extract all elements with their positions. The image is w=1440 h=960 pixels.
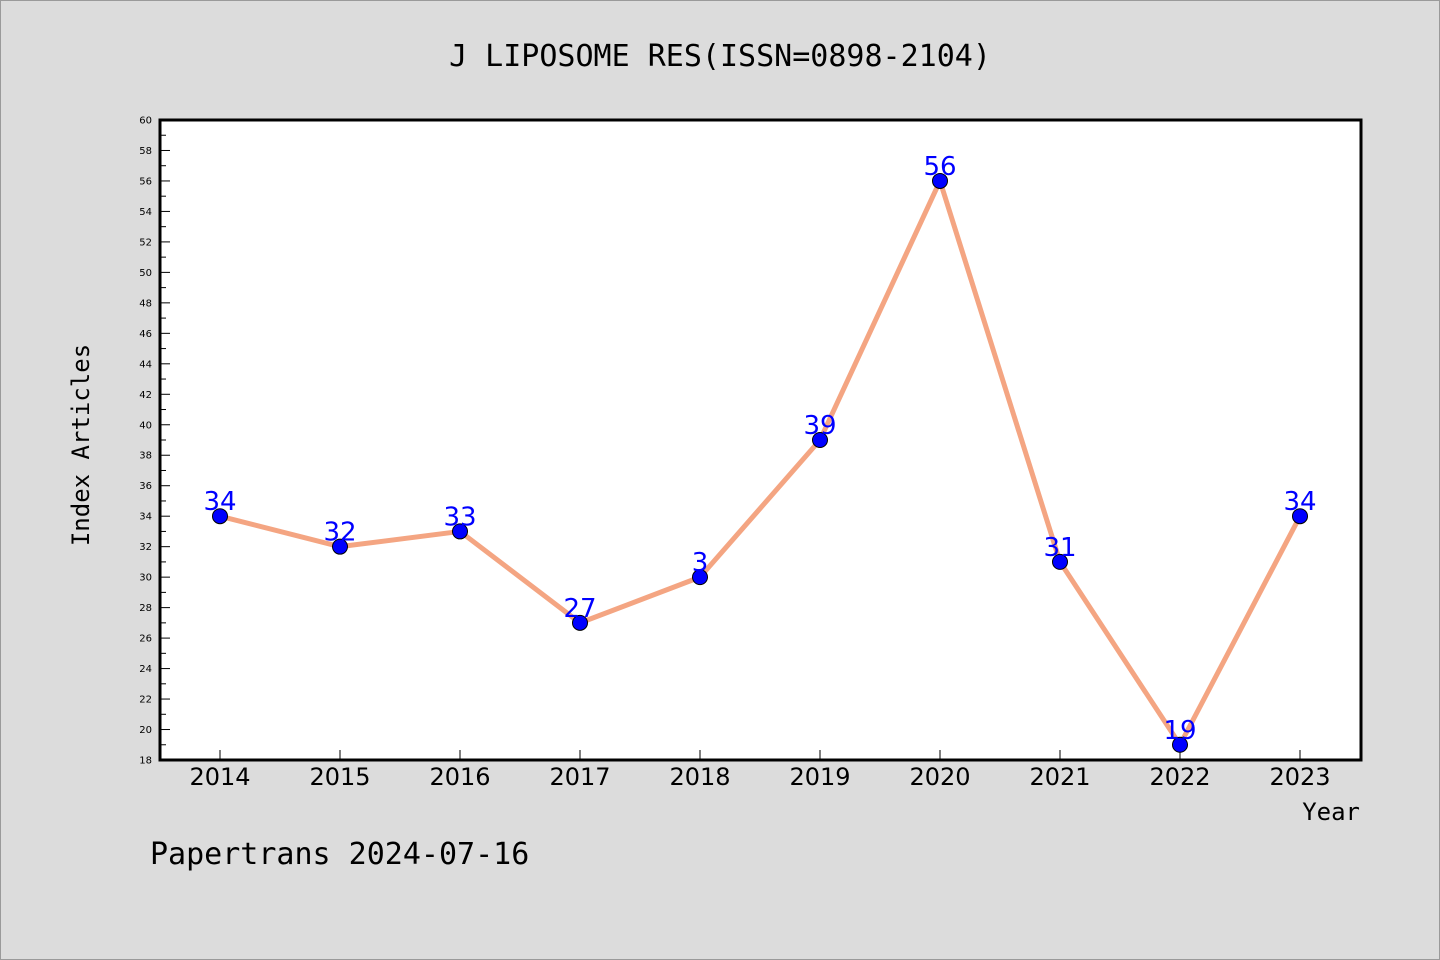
series-line-group xyxy=(212,172,1308,753)
data-point xyxy=(452,523,468,540)
x-tick-label: 2014 xyxy=(189,763,250,791)
x-tick-label: 2017 xyxy=(549,763,610,791)
y-tick-label: 22 xyxy=(139,695,152,706)
y-tick-label: 20 xyxy=(139,725,152,736)
data-label: 56 xyxy=(923,152,956,182)
data-point xyxy=(1052,553,1068,570)
y-tick-label: 38 xyxy=(139,451,152,462)
data-label: 27 xyxy=(563,594,596,624)
x-axis-title: Year xyxy=(1302,798,1360,826)
data-label: 32 xyxy=(323,518,356,548)
data-label: 19 xyxy=(1163,716,1196,746)
x-tick-label: 2016 xyxy=(429,763,490,791)
chart-title: J LIPOSOME RES(ISSN=0898-2104) xyxy=(449,39,991,74)
plot-frame xyxy=(158,118,1363,762)
y-tick-label: 44 xyxy=(139,359,152,370)
footer-credit: Papertrans 2024-07-16 xyxy=(150,837,529,872)
x-tick-label: 2018 xyxy=(669,763,730,791)
data-point xyxy=(932,172,948,189)
y-tick-label: 40 xyxy=(139,420,152,431)
x-tick-label: 2022 xyxy=(1149,763,1210,791)
y-tick-label: 46 xyxy=(139,329,152,340)
y-tick-label: 60 xyxy=(139,116,152,127)
data-point xyxy=(1292,508,1308,525)
data-point xyxy=(1172,736,1188,753)
y-tick-label: 56 xyxy=(139,176,152,187)
y-tick-label: 58 xyxy=(139,146,152,157)
series-line xyxy=(217,178,1303,748)
y-tick-label: 34 xyxy=(139,512,152,523)
y-tick-label: 32 xyxy=(139,542,152,553)
x-tick-label: 2019 xyxy=(789,763,850,791)
y-tick-label: 28 xyxy=(139,603,152,614)
x-axis: 2014 2015 2016 2017 2018 2019 2020 2021 2022 2023 xyxy=(189,750,1331,791)
data-point xyxy=(212,508,228,525)
y-axis-title: Index Articles xyxy=(67,344,95,546)
y-tick-label: 36 xyxy=(139,481,152,492)
data-label: 34 xyxy=(1283,487,1316,517)
x-tick-label: 2023 xyxy=(1269,763,1330,791)
data-point xyxy=(692,569,708,586)
y-tick-label: 52 xyxy=(139,237,152,248)
data-point xyxy=(812,432,828,448)
y-tick-label: 50 xyxy=(139,268,152,279)
data-point xyxy=(332,538,348,555)
data-label: 39 xyxy=(803,411,836,441)
data-label: 33 xyxy=(443,502,476,532)
x-tick-label: 2020 xyxy=(909,763,970,791)
y-tick-label: 42 xyxy=(139,390,152,401)
data-label: 3 xyxy=(692,548,709,578)
y-tick-label: 26 xyxy=(139,634,152,645)
x-tick-label: 2021 xyxy=(1029,763,1090,791)
x-tick-label: 2015 xyxy=(309,763,370,791)
y-tick-label: 48 xyxy=(139,298,152,309)
y-tick-label: 24 xyxy=(139,664,152,675)
data-point xyxy=(572,614,588,631)
data-labels: 34 32 33 27 3 39 56 31 19 34 xyxy=(203,152,1316,746)
data-label: 34 xyxy=(203,487,236,517)
data-label: 31 xyxy=(1043,533,1076,563)
y-tick-label: 54 xyxy=(139,207,152,218)
y-tick-label: 18 xyxy=(139,756,152,767)
plot-area xyxy=(160,120,1361,760)
y-tick-label: 30 xyxy=(139,573,152,584)
